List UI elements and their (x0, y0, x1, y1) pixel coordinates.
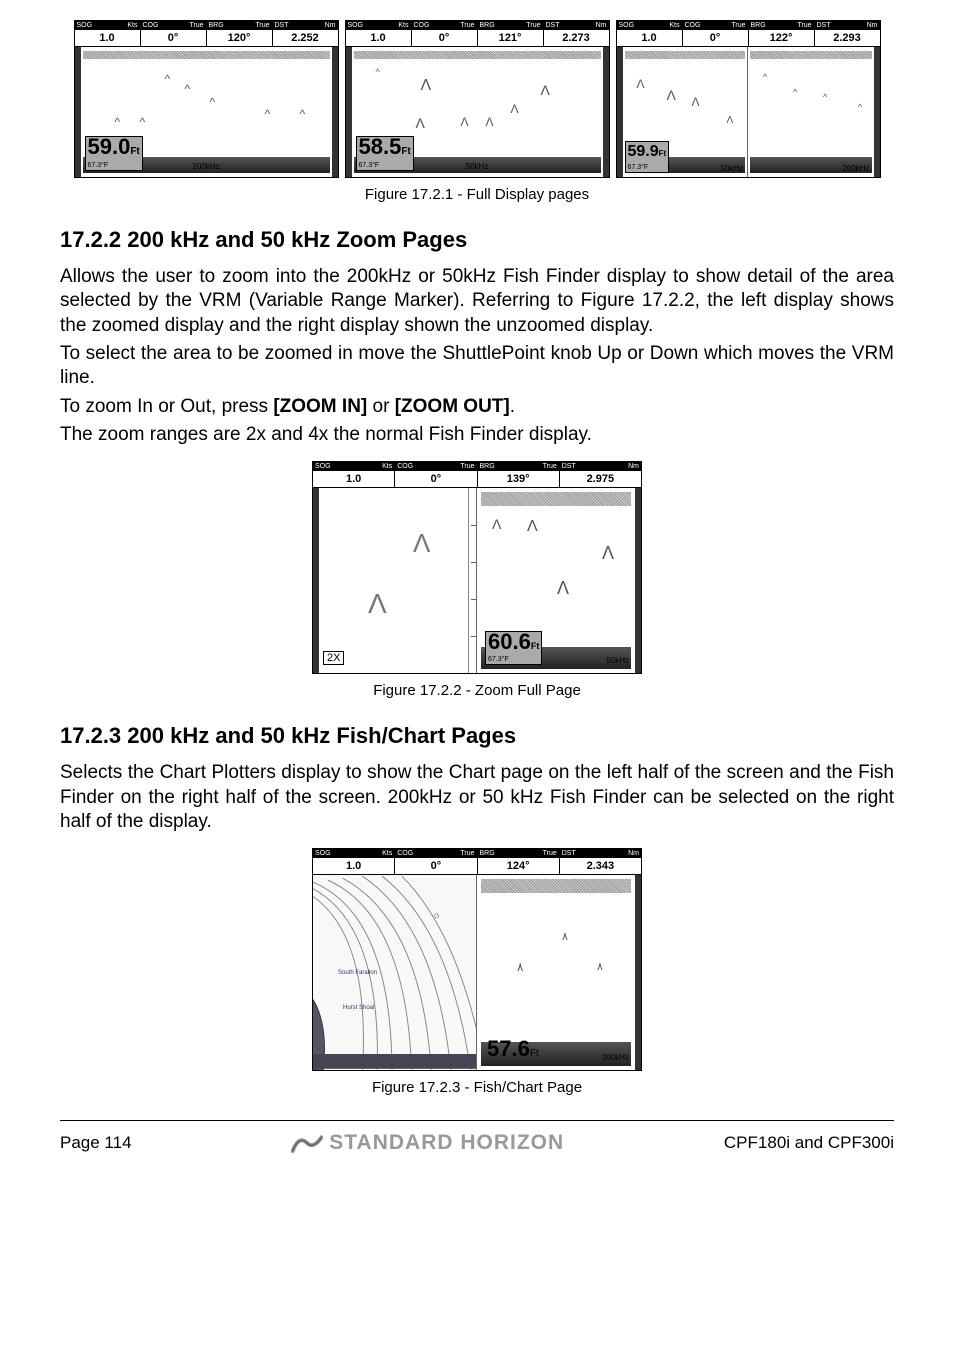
wave-icon (291, 1131, 323, 1155)
sonar-panel-2: SOGKts1.0 COGTrue0° BRGTrue121° DSTNm2.2… (345, 20, 610, 178)
p1: Allows the user to zoom into the 200kHz … (60, 265, 894, 338)
sonar-panel-3: SOGKts1.0 COGTrue0° BRGTrue122° DSTNm2.2… (616, 20, 881, 178)
zoom-right-pane: Λ Λ Λ Λ 60.6Ft 67.3°F 50kHz (477, 488, 641, 673)
sonar-display: ^ ^ ^ ^ ^ ^ ^ 59.0Ft 67.3°F 200kHz (75, 47, 338, 177)
brand-logo: STANDARD HORIZON (291, 1131, 564, 1155)
zoom-left-pane: Λ Λ 2X (313, 488, 477, 673)
page-footer: Page 114 STANDARD HORIZON CPF180i and CP… (60, 1120, 894, 1175)
section-zoom: 17.2.2 200 kHz and 50 kHz Zoom Pages All… (60, 227, 894, 699)
zoom-panel: SOGKts1.0 COGTrue0° BRGTrue139° DSTNm2.9… (312, 461, 642, 674)
sonar-panel-1: SOGKts1.0 COGTrue0° BRGTrue120° DSTNm2.2… (74, 20, 339, 178)
depth-readout: 57.6Ft (487, 1036, 539, 1062)
khz-label: 200kHz (192, 162, 219, 171)
figure-1-caption: Figure 17.2.1 - Full Display pages (60, 186, 894, 203)
figure-3-caption: Figure 17.2.3 - Fish/Chart Page (60, 1079, 894, 1096)
zoom-level: 2X (323, 651, 344, 665)
section-fishchart: 17.2.3 200 kHz and 50 kHz Fish/Chart Pag… (60, 723, 894, 1096)
chart-pane: South Farallon Hurst Shoal (313, 875, 477, 1070)
hdr-sog: SOG (77, 21, 93, 30)
fishchart-panel: SOGKts1.0 COGTrue0° BRGTrue124° DSTNm2.3… (312, 848, 642, 1071)
heading-fishchart: 17.2.3 200 kHz and 50 kHz Fish/Chart Pag… (60, 723, 894, 749)
p4: The zoom ranges are 2x and 4x the normal… (60, 423, 894, 447)
figure-1-row: SOGKts1.0 COGTrue0° BRGTrue120° DSTNm2.2… (60, 20, 894, 178)
p1: Selects the Chart Plotters display to sh… (60, 761, 894, 834)
page-number: Page 114 (60, 1133, 132, 1153)
model-number: CPF180i and CPF300i (724, 1133, 894, 1153)
heading-zoom: 17.2.2 200 kHz and 50 kHz Zoom Pages (60, 227, 894, 253)
p2: To select the area to be zoomed in move … (60, 342, 894, 391)
p3: To zoom In or Out, press [ZOOM IN] or [Z… (60, 395, 894, 419)
sog-val: 1.0 (75, 30, 140, 46)
sonar-right-pane: ٨ ٨ ٨ 57.6Ft 200kHz (477, 875, 641, 1070)
figure-2-caption: Figure 17.2.2 - Zoom Full Page (60, 682, 894, 699)
depth-readout: 59.0Ft 67.3°F (85, 136, 143, 171)
stats-row: SOGKts1.0 COGTrue0° BRGTrue120° DSTNm2.2… (75, 21, 338, 47)
